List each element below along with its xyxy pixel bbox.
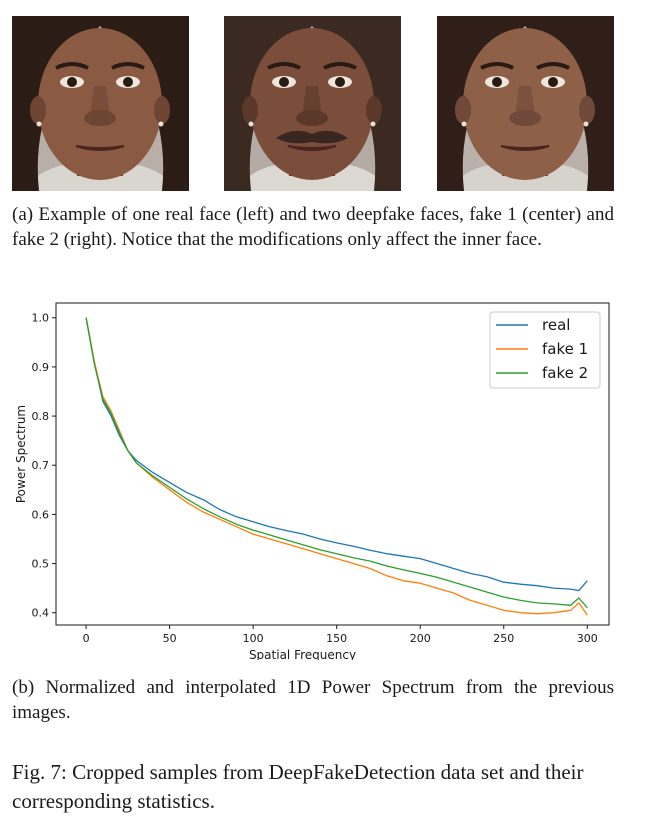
y-tick-label: 0.9 <box>32 361 50 374</box>
legend-label-fake-1: fake 1 <box>542 340 588 358</box>
subfigure-b-caption: (b) Normalized and interpolated 1D Power… <box>12 677 614 723</box>
y-tick-label: 0.6 <box>32 508 50 521</box>
power-spectrum-chart: 0 50 100 150 200 250 300 0.4 0.5 0.6 0.7 0.8 0.9 1.0 S… <box>14 302 610 660</box>
legend-label-fake-2: fake 2 <box>542 364 588 382</box>
real-face-image <box>12 16 189 191</box>
y-tick-label: 1.0 <box>32 312 50 325</box>
x-axis-label: Spatial Frequency <box>249 648 356 660</box>
figure-caption: Fig. 7: Cropped samples from DeepFakeDet… <box>12 760 584 813</box>
legend-box <box>489 311 601 389</box>
series-line-real <box>85 317 588 592</box>
fake-2-face-image <box>437 16 614 191</box>
x-tick-label: 50 <box>163 632 177 645</box>
fake-1-face-image <box>224 16 401 191</box>
y-tick-label: 0.5 <box>32 558 50 571</box>
y-axis-label: Power Spectrum <box>14 405 28 503</box>
legend-label-real: real <box>542 316 570 334</box>
series-line-fake-2 <box>85 317 588 609</box>
y-tick-label: 0.4 <box>32 607 50 620</box>
subfigure-a-caption: (a) Example of one real face (left) and … <box>12 204 614 250</box>
x-tick-label: 150 <box>326 632 347 645</box>
x-tick-label: 100 <box>243 632 264 645</box>
x-tick-label: 300 <box>577 632 598 645</box>
x-tick-label: 250 <box>493 632 514 645</box>
y-tick-label: 0.8 <box>32 410 50 423</box>
x-tick-label: 0 <box>83 632 90 645</box>
y-tick-label: 0.7 <box>32 459 50 472</box>
x-tick-label: 200 <box>410 632 431 645</box>
